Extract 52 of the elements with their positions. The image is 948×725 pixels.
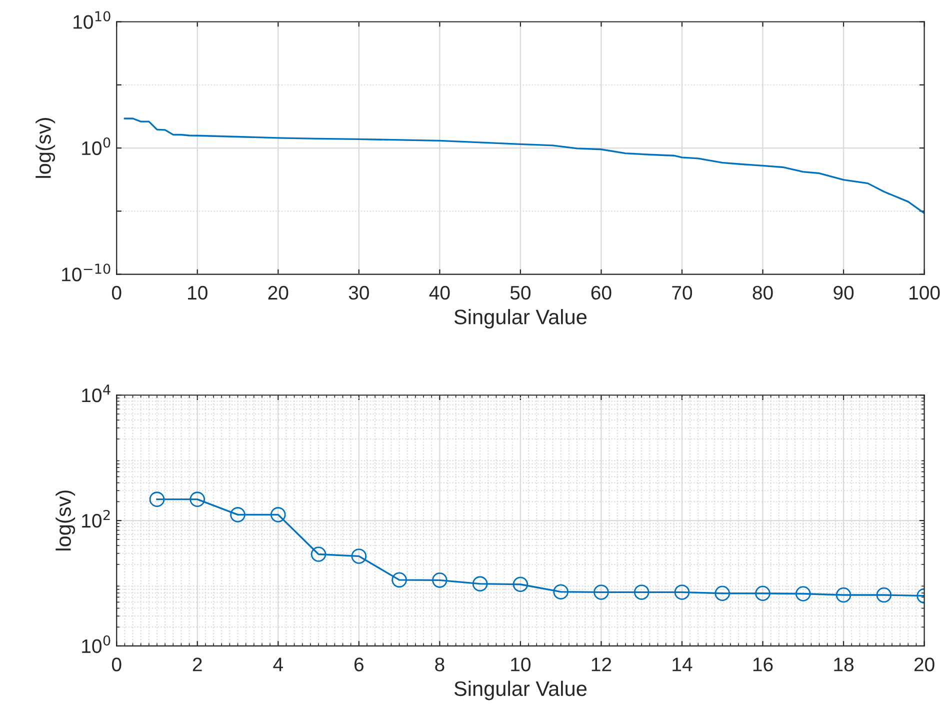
point [472,576,488,592]
x-tick-label: 50 [510,286,531,300]
y-tick-label: 10$^{10}$ [74,11,110,29]
y-axis-title: log(sv) [36,118,56,178]
x-tick-label: 60 [591,286,612,300]
point [149,492,165,507]
y-tick-label: 10$^{0}$ [82,137,110,156]
x-tick-label: 14 [672,658,692,672]
x-axis-title: Singular Value [454,680,587,700]
y-tick-label: 10$^{−10}$ [62,264,110,282]
point [714,586,730,602]
y-tick-label: 10$^{4}$ [82,384,110,402]
point [230,507,246,522]
x-tick-label: 70 [672,286,692,300]
point [634,584,650,600]
x-tick-label: 90 [834,286,854,300]
y-axis-title: log(sv) [56,490,76,550]
point [553,584,568,600]
x-tick-label: 20 [914,658,934,672]
x-tick-label: 10 [188,286,208,300]
x-tick-label: 2 [192,658,202,672]
point [876,587,892,603]
x-tick-label: 40 [429,286,450,300]
x-tick-label: 4 [273,658,283,672]
point [836,587,852,603]
x-tick-label: 6 [354,658,364,672]
line-series [124,118,924,214]
x-tick-label: 20 [268,286,288,300]
x-tick-label: 30 [348,286,369,300]
x-tick-label: 0 [112,658,122,672]
x-tick-label: 12 [592,658,612,672]
point [190,492,206,507]
x-axis-title: Singular Value [454,309,587,328]
point [270,507,286,522]
x-tick-label: 18 [834,658,854,672]
x-tick-label: 10 [511,658,531,672]
x-tick-label: 8 [435,658,444,672]
point [674,584,690,600]
x-tick-label: 16 [753,658,773,672]
x-tick-label: 100 [910,286,940,300]
point [594,584,609,600]
point [432,572,448,588]
point [392,572,407,588]
y-tick-label: 10$^{0}$ [82,635,110,654]
point [755,586,770,602]
x-tick-label: 80 [752,286,773,300]
x-tick-label: 0 [112,286,122,300]
point [310,546,326,562]
point [351,548,367,564]
point [512,576,528,592]
point [796,586,811,602]
y-tick-label: 10$^{2}$ [82,510,110,528]
